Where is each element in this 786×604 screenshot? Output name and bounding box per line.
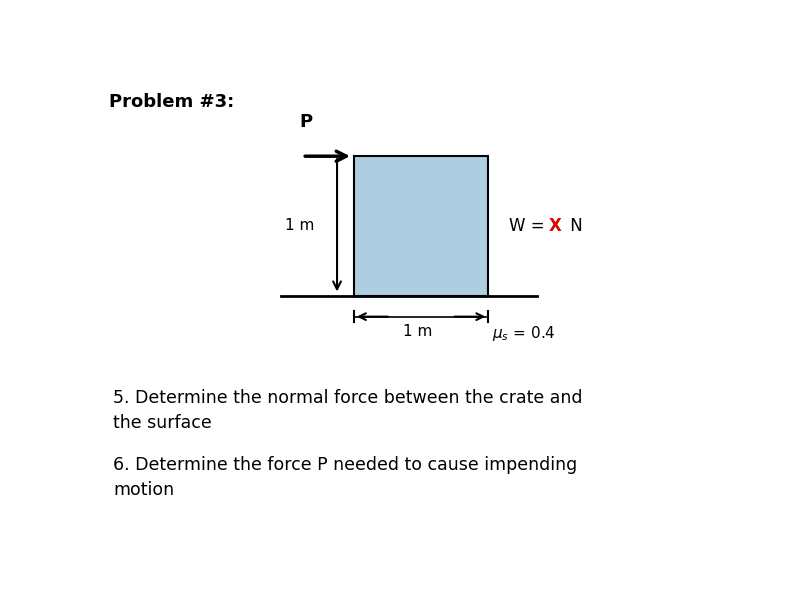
- Text: $\mu_s$ = 0.4: $\mu_s$ = 0.4: [492, 324, 556, 342]
- Text: P: P: [299, 112, 312, 130]
- Text: Problem #3:: Problem #3:: [109, 94, 234, 111]
- FancyBboxPatch shape: [354, 156, 488, 296]
- Text: 5. Determine the normal force between the crate and
the surface: 5. Determine the normal force between th…: [113, 389, 583, 432]
- Text: N: N: [565, 217, 583, 235]
- Text: X: X: [549, 217, 562, 235]
- Text: 1 m: 1 m: [285, 219, 314, 234]
- Text: 1 m: 1 m: [403, 324, 433, 339]
- Text: W =: W =: [509, 217, 550, 235]
- Text: 6. Determine the force P needed to cause impending
motion: 6. Determine the force P needed to cause…: [113, 456, 578, 499]
